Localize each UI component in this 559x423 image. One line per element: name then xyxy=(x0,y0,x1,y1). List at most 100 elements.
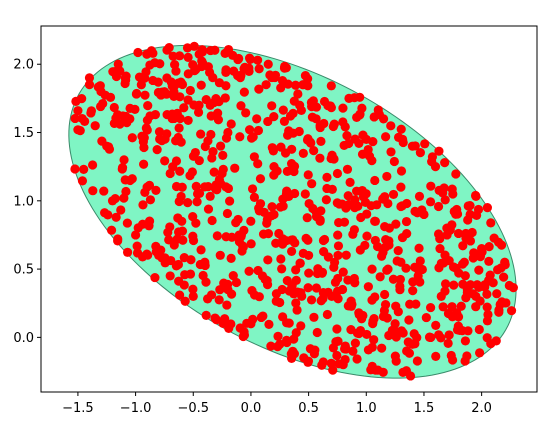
scatter-point xyxy=(462,288,472,298)
scatter-point xyxy=(95,101,106,112)
scatter-point xyxy=(273,331,283,341)
scatter-point xyxy=(306,138,316,148)
scatter-point xyxy=(363,345,374,355)
scatter-point xyxy=(290,80,301,90)
scatter-point xyxy=(303,170,313,180)
scatter-point xyxy=(412,356,422,366)
scatter-point xyxy=(389,156,399,167)
scatter-point xyxy=(323,252,333,262)
scatter-point xyxy=(170,59,180,70)
scatter-point xyxy=(383,264,393,274)
scatter-point xyxy=(218,318,228,329)
scatter-point xyxy=(426,332,436,343)
scatter-point xyxy=(494,307,504,317)
scatter-point xyxy=(401,263,411,273)
scatter-point xyxy=(70,164,80,174)
y-tick-label: 1.5 xyxy=(13,126,34,141)
scatter-point xyxy=(265,70,275,80)
scatter-point xyxy=(206,111,216,121)
scatter-point xyxy=(303,283,313,293)
scatter-point xyxy=(173,132,183,143)
scatter-point xyxy=(397,232,408,243)
scatter-point xyxy=(95,81,105,91)
scatter-point xyxy=(379,305,390,316)
scatter-point xyxy=(262,280,273,290)
scatter-point xyxy=(230,163,240,173)
scatter-point xyxy=(226,253,236,263)
scatter-point xyxy=(506,306,517,316)
scatter-point xyxy=(140,73,150,83)
scatter-point xyxy=(300,189,310,199)
scatter-point xyxy=(302,213,312,223)
scatter-point xyxy=(439,183,449,193)
scatter-point xyxy=(463,201,473,211)
scatter-point xyxy=(179,103,189,113)
scatter-point xyxy=(415,148,425,158)
scatter-point xyxy=(408,277,418,287)
scatter-point xyxy=(377,343,387,353)
scatter-point xyxy=(440,158,450,168)
scatter-point xyxy=(173,213,183,223)
scatter-point xyxy=(168,51,178,61)
scatter-point xyxy=(261,80,271,90)
scatter-point xyxy=(328,343,338,353)
scatter-point xyxy=(482,203,492,213)
scatter-point xyxy=(495,299,505,310)
scatter-point xyxy=(303,235,313,245)
scatter-point xyxy=(298,148,308,158)
scatter-point xyxy=(145,195,156,205)
scatter-point xyxy=(169,240,179,250)
scatter-point xyxy=(427,156,437,167)
scatter-point xyxy=(386,121,396,131)
scatter-point xyxy=(293,287,303,297)
scatter-point xyxy=(434,146,444,156)
scatter-point xyxy=(142,125,152,135)
scatter-point xyxy=(332,350,342,361)
scatter-point xyxy=(435,234,445,244)
scatter-point xyxy=(226,119,236,129)
scatter-point xyxy=(482,302,492,312)
scatter-point xyxy=(90,121,100,131)
scatter-point xyxy=(362,209,372,219)
scatter-point xyxy=(380,222,390,232)
scatter-point xyxy=(140,187,150,197)
scatter-point xyxy=(223,183,234,194)
scatter-point xyxy=(307,102,317,112)
scatter-point xyxy=(294,126,304,137)
scatter-point xyxy=(277,264,287,274)
scatter-point xyxy=(80,116,90,126)
scatter-point xyxy=(482,289,492,299)
scatter-point xyxy=(440,286,450,296)
scatter-point xyxy=(206,129,216,140)
scatter-point xyxy=(213,115,224,125)
scatter-point xyxy=(458,279,468,289)
scatter-point xyxy=(444,330,454,340)
scatter-point xyxy=(457,326,467,336)
scatter-point xyxy=(352,112,362,123)
scatter-point xyxy=(287,144,297,154)
scatter-point xyxy=(277,75,288,86)
y-tick-label: 0.0 xyxy=(13,331,34,346)
scatter-point xyxy=(233,71,243,81)
scatter-point xyxy=(278,105,288,115)
scatter-point xyxy=(152,145,162,155)
scatter-point xyxy=(435,243,445,254)
scatter-point xyxy=(86,108,96,118)
scatter-point xyxy=(125,103,135,113)
scatter-point xyxy=(369,112,379,122)
scatter-point xyxy=(476,249,486,259)
scatter-point xyxy=(480,280,490,290)
scatter-point xyxy=(188,284,198,294)
scatter-point xyxy=(174,196,184,207)
scatter-point xyxy=(315,153,325,163)
scatter-point xyxy=(183,198,193,208)
scatter-point xyxy=(508,283,518,293)
scatter-point xyxy=(113,110,123,120)
scatter-point xyxy=(327,150,337,160)
scatter-point xyxy=(304,268,314,278)
scatter-point xyxy=(333,294,343,304)
scatter-point xyxy=(318,288,328,298)
scatter-point xyxy=(465,280,476,290)
scatter-point xyxy=(341,250,351,260)
scatter-point xyxy=(357,103,367,113)
